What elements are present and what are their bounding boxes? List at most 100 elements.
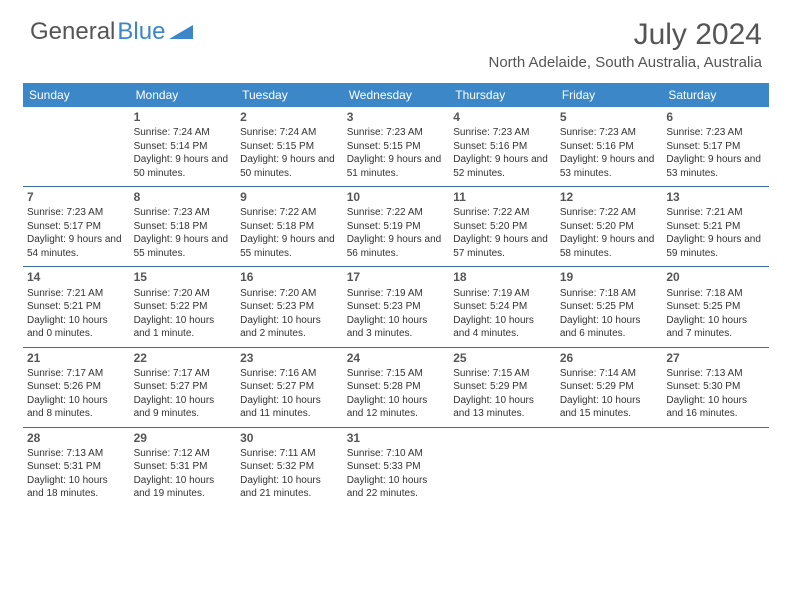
day-details: Sunrise: 7:15 AMSunset: 5:29 PMDaylight:…	[453, 367, 552, 421]
day-details: Sunrise: 7:11 AMSunset: 5:32 PMDaylight:…	[240, 447, 339, 501]
day-details: Sunrise: 7:23 AMSunset: 5:17 PMDaylight:…	[27, 206, 126, 260]
calendar-body: 1Sunrise: 7:24 AMSunset: 5:14 PMDaylight…	[23, 107, 769, 507]
logo: GeneralBlue	[30, 18, 195, 46]
day-details: Sunrise: 7:23 AMSunset: 5:16 PMDaylight:…	[560, 126, 659, 180]
calendar-day-cell: 20 Sunrise: 7:18 AMSunset: 5:25 PMDayligh…	[662, 267, 769, 347]
calendar-day-cell: 18Sunrise: 7:19 AMSunset: 5:24 PMDayligh…	[449, 267, 556, 347]
day-number: 7	[27, 189, 126, 205]
day-number: 26	[560, 350, 659, 366]
weekday-header: Wednesday	[343, 83, 450, 107]
calendar-week-row: 7Sunrise: 7:23 AMSunset: 5:17 PMDaylight…	[23, 187, 769, 267]
header: GeneralBlue July 2024 North Adelaide, So…	[0, 0, 792, 77]
day-details: Sunrise: 7:21 AMSunset: 5:21 PMDaylight:…	[27, 287, 126, 341]
calendar-day-cell: 6Sunrise: 7:23 AMSunset: 5:17 PMDaylight…	[662, 107, 769, 187]
day-details: Sunrise: 7:20 AMSunset: 5:23 PMDaylight:…	[240, 287, 339, 341]
day-details: Sunrise: 7:21 AMSunset: 5:21 PMDaylight:…	[666, 206, 765, 260]
day-details: Sunrise: 7:13 AMSunset: 5:30 PMDaylight:…	[666, 367, 765, 421]
day-details: Sunrise: 7:23 AMSunset: 5:18 PMDaylight:…	[134, 206, 233, 260]
calendar-day-cell: 24Sunrise: 7:15 AMSunset: 5:28 PMDayligh…	[343, 347, 450, 427]
calendar-week-row: 1Sunrise: 7:24 AMSunset: 5:14 PMDaylight…	[23, 107, 769, 187]
day-number: 8	[134, 189, 233, 205]
day-number: 29	[134, 430, 233, 446]
calendar-day-cell: 29Sunrise: 7:12 AMSunset: 5:31 PMDayligh…	[130, 427, 237, 507]
day-details: Sunrise: 7:18 AMSunset: 5:25 PMDaylight:…	[560, 287, 659, 341]
calendar-empty-cell	[662, 427, 769, 507]
day-details: Sunrise: 7:23 AMSunset: 5:17 PMDaylight:…	[666, 126, 765, 180]
day-number: 3	[347, 109, 446, 125]
weekday-header: Thursday	[449, 83, 556, 107]
calendar-day-cell: 15Sunrise: 7:20 AMSunset: 5:22 PMDayligh…	[130, 267, 237, 347]
calendar-day-cell: 10Sunrise: 7:22 AMSunset: 5:19 PMDayligh…	[343, 187, 450, 267]
day-details: Sunrise: 7:18 AMSunset: 5:25 PMDaylight:…	[666, 287, 765, 341]
logo-text-2: Blue	[117, 18, 165, 46]
weekday-header-row: SundayMondayTuesdayWednesdayThursdayFrid…	[23, 83, 769, 107]
calendar-day-cell: 4Sunrise: 7:23 AMSunset: 5:16 PMDaylight…	[449, 107, 556, 187]
day-number: 24	[347, 350, 446, 366]
day-details: Sunrise: 7:16 AMSunset: 5:27 PMDaylight:…	[240, 367, 339, 421]
location: North Adelaide, South Australia, Austral…	[488, 54, 762, 71]
day-number: 2	[240, 109, 339, 125]
day-details: Sunrise: 7:23 AMSunset: 5:15 PMDaylight:…	[347, 126, 446, 180]
day-number: 22	[134, 350, 233, 366]
calendar-empty-cell	[449, 427, 556, 507]
logo-triangle-icon	[169, 23, 195, 41]
day-number: 11	[453, 189, 552, 205]
day-number: 9	[240, 189, 339, 205]
day-details: Sunrise: 7:23 AMSunset: 5:16 PMDaylight:…	[453, 126, 552, 180]
calendar-empty-cell	[556, 427, 663, 507]
calendar-day-cell: 8Sunrise: 7:23 AMSunset: 5:18 PMDaylight…	[130, 187, 237, 267]
day-details: Sunrise: 7:15 AMSunset: 5:28 PMDaylight:…	[347, 367, 446, 421]
day-number: 18	[453, 269, 552, 285]
calendar-day-cell: 11Sunrise: 7:22 AMSunset: 5:20 PMDayligh…	[449, 187, 556, 267]
day-number: 28	[27, 430, 126, 446]
month-title: July 2024	[488, 18, 762, 52]
day-number: 16	[240, 269, 339, 285]
day-details: Sunrise: 7:10 AMSunset: 5:33 PMDaylight:…	[347, 447, 446, 501]
day-details: Sunrise: 7:22 AMSunset: 5:18 PMDaylight:…	[240, 206, 339, 260]
day-details: Sunrise: 7:14 AMSunset: 5:29 PMDaylight:…	[560, 367, 659, 421]
weekday-header: Tuesday	[236, 83, 343, 107]
day-details: Sunrise: 7:20 AMSunset: 5:22 PMDaylight:…	[134, 287, 233, 341]
calendar-week-row: 14 Sunrise: 7:21 AMSunset: 5:21 PMDayligh…	[23, 267, 769, 347]
day-number: 25	[453, 350, 552, 366]
calendar-day-cell: 3Sunrise: 7:23 AMSunset: 5:15 PMDaylight…	[343, 107, 450, 187]
calendar-day-cell: 14 Sunrise: 7:21 AMSunset: 5:21 PMDayligh…	[23, 267, 130, 347]
day-number: 14	[27, 269, 126, 285]
day-details: Sunrise: 7:24 AMSunset: 5:14 PMDaylight:…	[134, 126, 233, 180]
day-number: 10	[347, 189, 446, 205]
calendar-day-cell: 7Sunrise: 7:23 AMSunset: 5:17 PMDaylight…	[23, 187, 130, 267]
day-number: 31	[347, 430, 446, 446]
day-details: Sunrise: 7:24 AMSunset: 5:15 PMDaylight:…	[240, 126, 339, 180]
calendar-day-cell: 12Sunrise: 7:22 AMSunset: 5:20 PMDayligh…	[556, 187, 663, 267]
day-number: 1	[134, 109, 233, 125]
day-number: 21	[27, 350, 126, 366]
calendar-day-cell: 2Sunrise: 7:24 AMSunset: 5:15 PMDaylight…	[236, 107, 343, 187]
calendar-day-cell: 21Sunrise: 7:17 AMSunset: 5:26 PMDayligh…	[23, 347, 130, 427]
calendar-day-cell: 26Sunrise: 7:14 AMSunset: 5:29 PMDayligh…	[556, 347, 663, 427]
day-number: 30	[240, 430, 339, 446]
calendar-day-cell: 25Sunrise: 7:15 AMSunset: 5:29 PMDayligh…	[449, 347, 556, 427]
weekday-header: Friday	[556, 83, 663, 107]
day-number: 20	[666, 269, 765, 285]
day-details: Sunrise: 7:22 AMSunset: 5:20 PMDaylight:…	[453, 206, 552, 260]
calendar-empty-cell	[23, 107, 130, 187]
calendar-week-row: 21Sunrise: 7:17 AMSunset: 5:26 PMDayligh…	[23, 347, 769, 427]
day-number: 13	[666, 189, 765, 205]
day-number: 23	[240, 350, 339, 366]
day-number: 19	[560, 269, 659, 285]
weekday-header: Saturday	[662, 83, 769, 107]
weekday-header: Monday	[130, 83, 237, 107]
calendar-day-cell: 27Sunrise: 7:13 AMSunset: 5:30 PMDayligh…	[662, 347, 769, 427]
day-number: 17	[347, 269, 446, 285]
logo-text-1: General	[30, 18, 115, 46]
day-details: Sunrise: 7:19 AMSunset: 5:23 PMDaylight:…	[347, 287, 446, 341]
day-details: Sunrise: 7:22 AMSunset: 5:20 PMDaylight:…	[560, 206, 659, 260]
day-details: Sunrise: 7:17 AMSunset: 5:26 PMDaylight:…	[27, 367, 126, 421]
day-number: 12	[560, 189, 659, 205]
day-details: Sunrise: 7:17 AMSunset: 5:27 PMDaylight:…	[134, 367, 233, 421]
calendar-day-cell: 28Sunrise: 7:13 AMSunset: 5:31 PMDayligh…	[23, 427, 130, 507]
calendar-day-cell: 31Sunrise: 7:10 AMSunset: 5:33 PMDayligh…	[343, 427, 450, 507]
day-number: 4	[453, 109, 552, 125]
title-block: July 2024 North Adelaide, South Australi…	[488, 18, 762, 71]
calendar-day-cell: 5Sunrise: 7:23 AMSunset: 5:16 PMDaylight…	[556, 107, 663, 187]
